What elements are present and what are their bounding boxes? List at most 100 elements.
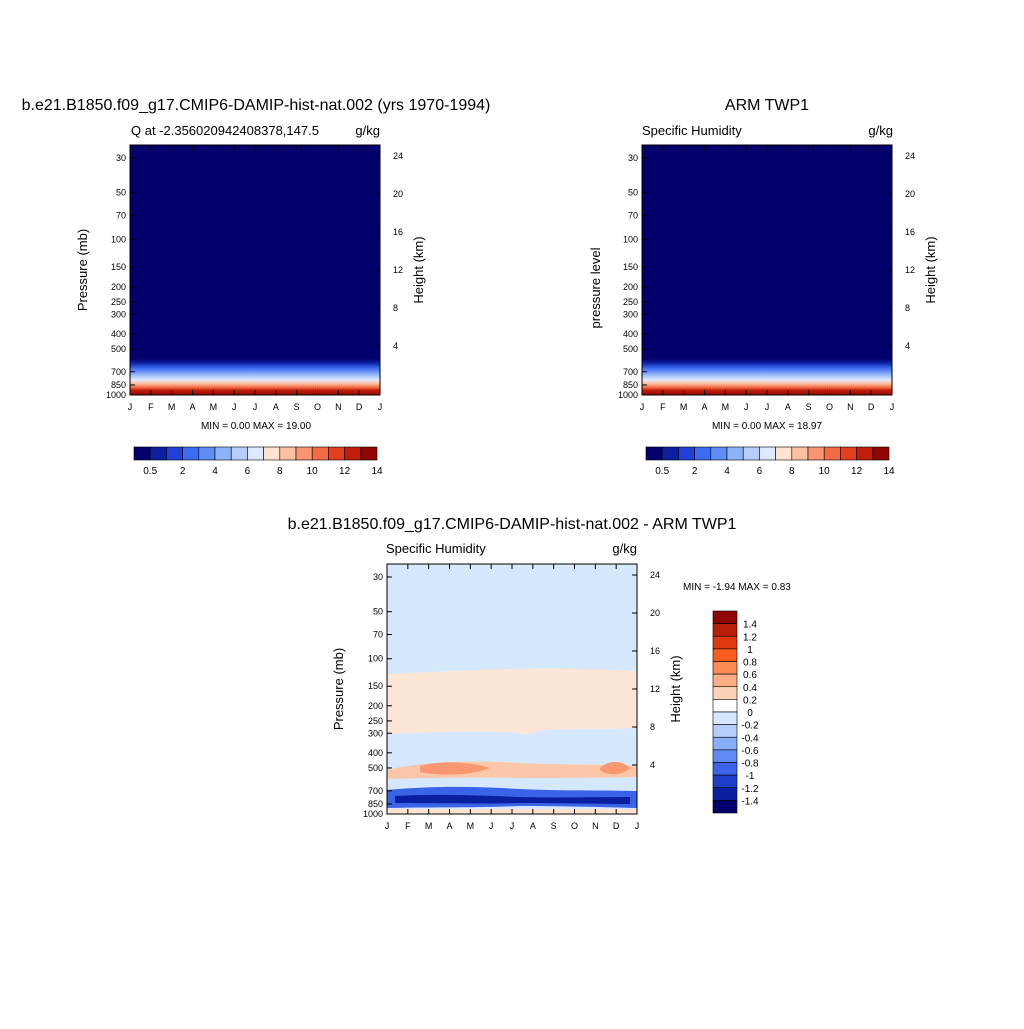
colorbar-swatch — [712, 686, 738, 700]
height-tick-label: 16 — [393, 227, 403, 237]
y-tick-label: 1000 — [618, 390, 638, 400]
colorbar-swatch — [712, 787, 738, 801]
x-tick-label: A — [189, 402, 195, 412]
colorbar-swatch — [712, 736, 738, 751]
y-tick-label: 50 — [373, 607, 383, 617]
panel3-minmax: MIN = -1.94 MAX = 0.83 — [683, 582, 791, 593]
y-tick-label: 100 — [623, 235, 638, 245]
colorbar-swatch — [712, 635, 738, 650]
panel1-moist-layer — [130, 300, 380, 395]
y-tick-label: 250 — [623, 297, 638, 307]
y-tick-label: 100 — [368, 654, 383, 664]
panel1-colorbar: 0.5 2 4 6 8 10 12 14 — [133, 446, 383, 477]
y-tick-label: 400 — [111, 329, 126, 339]
colorbar-label: 4 — [212, 466, 218, 477]
x-tick-label: J — [232, 402, 237, 412]
colorbar-swatch — [328, 446, 345, 461]
panel1-ylabel-right: Height (km) — [411, 236, 426, 303]
y-tick-label: 300 — [623, 309, 638, 319]
colorbar-swatch — [311, 446, 329, 461]
x-tick-label: J — [744, 402, 749, 412]
panel3-colorbar: 1.41.2 1 0.80.6 0.40.2 0 -0.2-0.4 -0.6 -0.8-1 -1… — [712, 610, 759, 814]
colorbar-swatch — [247, 446, 264, 461]
colorbar-label: -1.2 — [741, 784, 759, 795]
x-tick-label: O — [571, 821, 578, 831]
height-tick-label: 20 — [905, 189, 915, 199]
x-tick-label: J — [489, 821, 494, 831]
colorbar-swatch — [823, 446, 841, 461]
y-tick-label: 700 — [368, 786, 383, 796]
y-tick-label: 200 — [623, 282, 638, 292]
colorbar-swatch — [295, 446, 313, 461]
y-tick-label: 150 — [111, 262, 126, 272]
colorbar-swatch — [344, 446, 362, 461]
x-tick-label: S — [806, 402, 812, 412]
colorbar-swatch — [712, 749, 738, 763]
colorbar-label: -0.2 — [741, 721, 759, 732]
x-tick-label: F — [660, 402, 666, 412]
x-tick-label: M — [680, 402, 688, 412]
y-tick-label: 500 — [368, 763, 383, 773]
panel3-negative-core — [395, 794, 630, 804]
colorbar-label: 0.6 — [743, 670, 757, 681]
colorbar-label: 2 — [692, 466, 698, 477]
y-tick-label: 70 — [373, 630, 383, 640]
y-tick-label: 30 — [373, 572, 383, 582]
x-tick-label: N — [335, 402, 342, 412]
colorbar-swatch — [712, 648, 738, 662]
panel1-minmax: MIN = 0.00 MAX = 19.00 — [201, 421, 311, 432]
panel2-minmax: MIN = 0.00 MAX = 18.97 — [712, 421, 822, 432]
colorbar-swatch — [742, 446, 760, 461]
colorbar-label: 12 — [339, 466, 351, 477]
height-tick-label: 16 — [650, 646, 660, 656]
y-tick-label: 500 — [623, 344, 638, 354]
height-tick-label: 12 — [650, 684, 660, 694]
y-tick-label: 700 — [623, 367, 638, 377]
colorbar-swatch — [759, 446, 776, 461]
x-tick-label: N — [847, 402, 854, 412]
height-tick-label: 24 — [650, 570, 660, 580]
y-tick-label: 100 — [111, 235, 126, 245]
panel3-ylabel: Pressure (mb) — [331, 648, 346, 730]
x-tick-label: J — [253, 402, 258, 412]
y-tick-label: 1000 — [363, 809, 383, 819]
colorbar-swatch — [712, 711, 738, 725]
y-tick-label: 850 — [623, 380, 638, 390]
x-tick-label: A — [530, 821, 536, 831]
colorbar-swatch — [840, 446, 857, 461]
panel2-ylabel-right: Height (km) — [923, 236, 938, 303]
y-tick-label: 200 — [368, 701, 383, 711]
panel3-ylabel-right: Height (km) — [668, 655, 683, 722]
height-tick-label: 12 — [393, 265, 403, 275]
x-tick-label: A — [701, 402, 707, 412]
colorbar-label: -1 — [746, 771, 755, 782]
x-tick-label: J — [890, 402, 895, 412]
height-tick-label: 24 — [393, 151, 403, 161]
panel1-units: g/kg — [355, 123, 380, 138]
colorbar-swatch — [712, 800, 738, 814]
x-tick-label: M — [722, 402, 730, 412]
x-tick-label: M — [425, 821, 433, 831]
colorbar-label: 14 — [883, 466, 895, 477]
panel3-positive-upper — [387, 668, 637, 735]
height-tick-label: 8 — [650, 722, 655, 732]
colorbar-swatch — [712, 610, 738, 624]
y-tick-label: 400 — [623, 329, 638, 339]
panel1-ylabel: Pressure (mb) — [75, 229, 90, 311]
x-tick-label: M — [210, 402, 218, 412]
x-tick-label: J — [128, 402, 133, 412]
colorbar-label: 2 — [180, 466, 186, 477]
colorbar-swatch — [166, 446, 183, 461]
colorbar-swatch — [712, 762, 738, 776]
panel1-title: b.e21.B1850.f09_g17.CMIP6-DAMIP-hist-nat… — [22, 97, 491, 114]
y-tick-label: 500 — [111, 344, 126, 354]
y-tick-label: 30 — [628, 153, 638, 163]
colorbar-label: 6 — [245, 466, 251, 477]
height-tick-label: 20 — [393, 189, 403, 199]
colorbar-label: 1.4 — [743, 620, 757, 631]
colorbar-label: -0.8 — [741, 759, 759, 770]
x-tick-label: M — [168, 402, 176, 412]
colorbar-swatch — [694, 446, 712, 461]
